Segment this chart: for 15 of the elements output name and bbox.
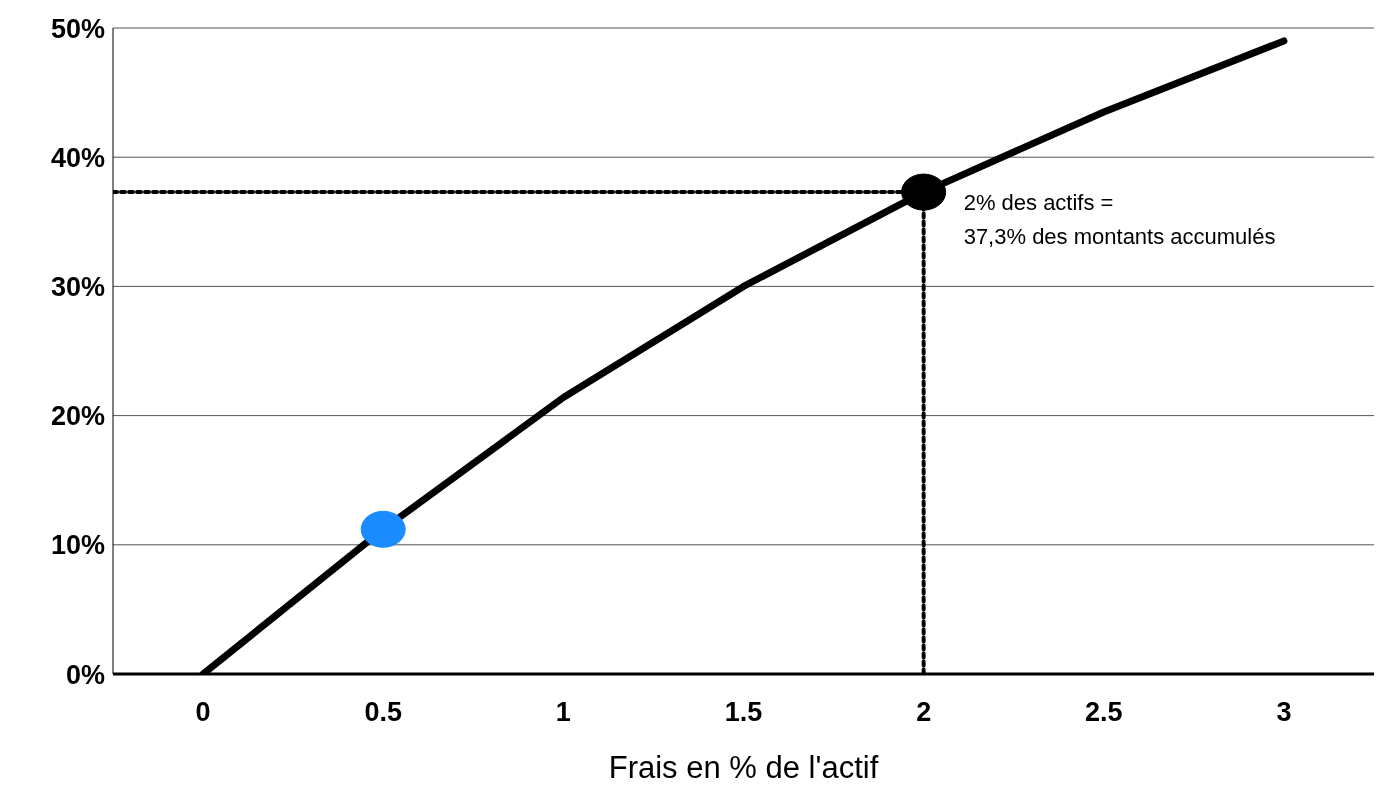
y-tick-label: 10% <box>50 530 105 561</box>
y-tick-label: 0% <box>65 659 105 690</box>
y-tick-label: 50% <box>50 13 105 44</box>
x-tick-label: 3 <box>1276 697 1292 728</box>
x-tick-label: 2 <box>916 697 932 728</box>
x-tick-label: 0 <box>195 697 211 728</box>
x-tick-label: 2.5 <box>1085 697 1123 728</box>
y-tick-label: 20% <box>50 401 105 432</box>
x-axis-title: Frais en % de l'actif <box>608 750 879 785</box>
x-tick-label: 1 <box>555 697 571 728</box>
y-tick-label: 30% <box>50 271 105 302</box>
x-tick-label: 1.5 <box>724 697 763 728</box>
annotation: 2% des actifs = 37,3% des montants accumulés <box>963 190 1276 250</box>
x-tick-label: 0.5 <box>364 697 402 728</box>
y-tick-label: 40% <box>50 142 105 173</box>
